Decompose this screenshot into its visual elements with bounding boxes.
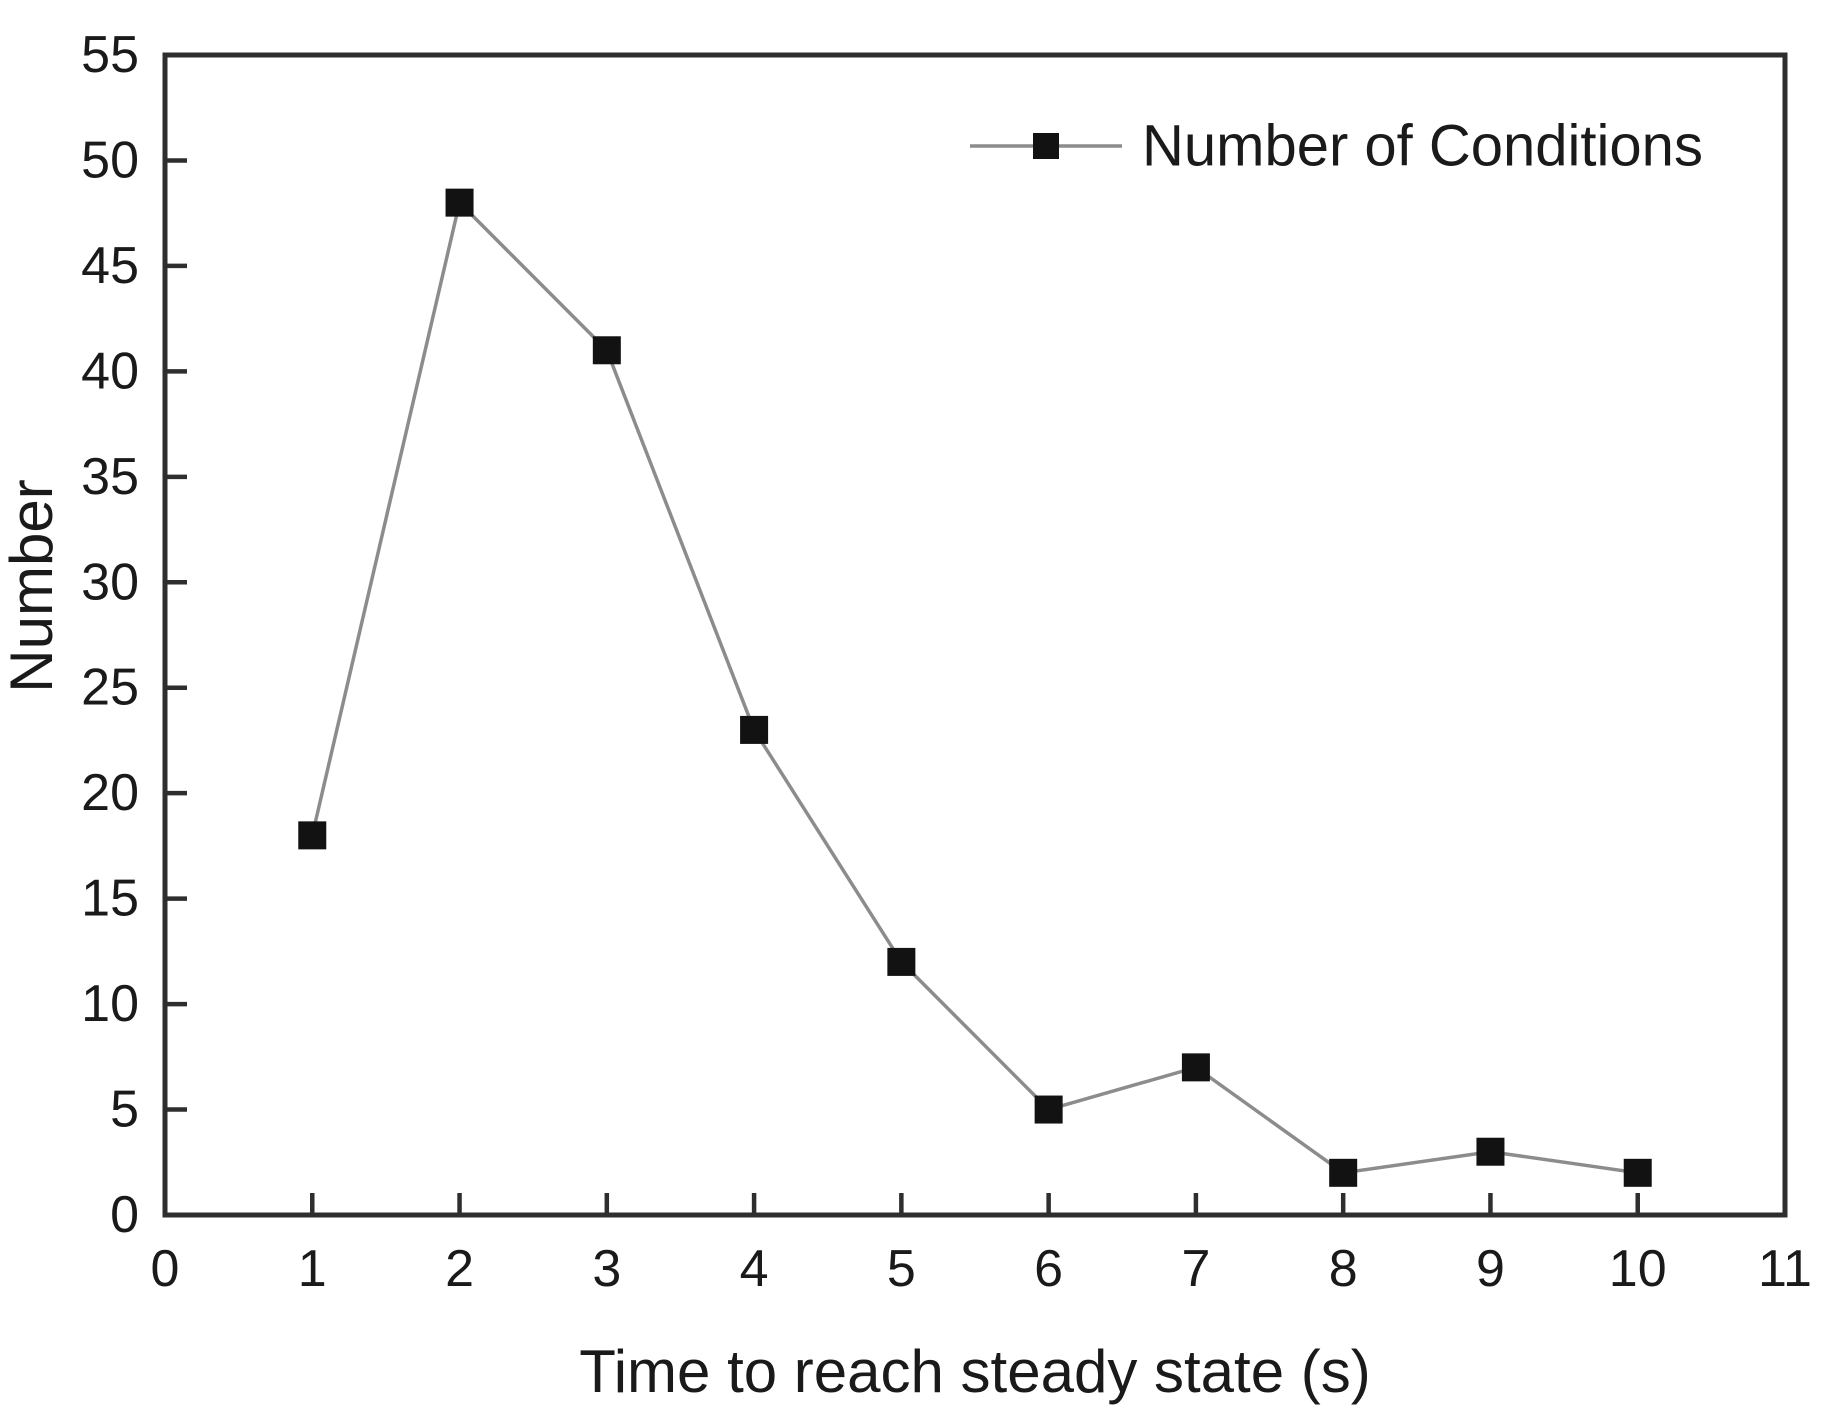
x-tick-label: 3 [592, 1240, 621, 1298]
data-point-marker [1181, 1053, 1210, 1082]
x-tick-label: 7 [1181, 1240, 1210, 1298]
y-tick-label: 40 [81, 342, 139, 400]
data-point-marker [887, 947, 916, 976]
y-tick-label: 25 [81, 659, 139, 717]
x-tick-label: 1 [298, 1240, 327, 1298]
data-point-marker [1034, 1095, 1063, 1124]
series-line [310, 199, 1638, 1175]
x-tick-labels: 0 1 2 3 4 5 6 7 8 9 10 11 [151, 1240, 1812, 1298]
y-tick-labels: 0 5 10 15 20 25 30 35 40 45 50 55 [81, 26, 139, 1244]
x-tick-label: 11 [1758, 1240, 1812, 1298]
y-tick-label: 50 [81, 131, 139, 189]
y-axis-title: Number [0, 479, 65, 692]
series-group [298, 188, 1652, 1187]
y-tick-label: 55 [81, 26, 139, 84]
plot-box [162, 52, 1788, 1218]
x-tick-label: 2 [445, 1240, 474, 1298]
data-point-marker [1623, 1158, 1652, 1187]
y-tick-label: 15 [81, 870, 139, 928]
y-tick-label: 45 [81, 237, 139, 295]
legend: Number of Conditions [970, 114, 1703, 179]
x-tick-label: 6 [1034, 1240, 1063, 1298]
y-tick-label: 10 [81, 975, 139, 1033]
y-tick-label: 30 [81, 553, 139, 611]
data-point-marker [592, 336, 621, 365]
data-point-marker [445, 188, 474, 217]
data-point-marker [1476, 1137, 1505, 1166]
x-tick-label: 0 [151, 1240, 180, 1298]
x-tick-label: 5 [887, 1240, 916, 1298]
x-ticks [310, 1193, 1640, 1215]
y-tick-label: 5 [110, 1081, 139, 1139]
data-point-marker [740, 715, 769, 744]
y-tick-label: 0 [110, 1186, 139, 1244]
data-point-marker [298, 821, 327, 850]
x-axis-title: Time to reach steady state (s) [579, 1338, 1370, 1405]
x-tick-label: 4 [740, 1240, 769, 1298]
y-ticks [165, 158, 187, 1112]
y-tick-label: 20 [81, 764, 139, 822]
y-tick-label: 35 [81, 448, 139, 506]
series-markers [298, 188, 1652, 1187]
legend-label: Number of Conditions [1142, 114, 1703, 179]
x-tick-label: 8 [1329, 1240, 1358, 1298]
x-tick-label: 9 [1476, 1240, 1505, 1298]
data-point-marker [1329, 1158, 1358, 1187]
x-tick-label: 10 [1609, 1240, 1667, 1298]
legend-square-marker-icon [1033, 133, 1059, 159]
